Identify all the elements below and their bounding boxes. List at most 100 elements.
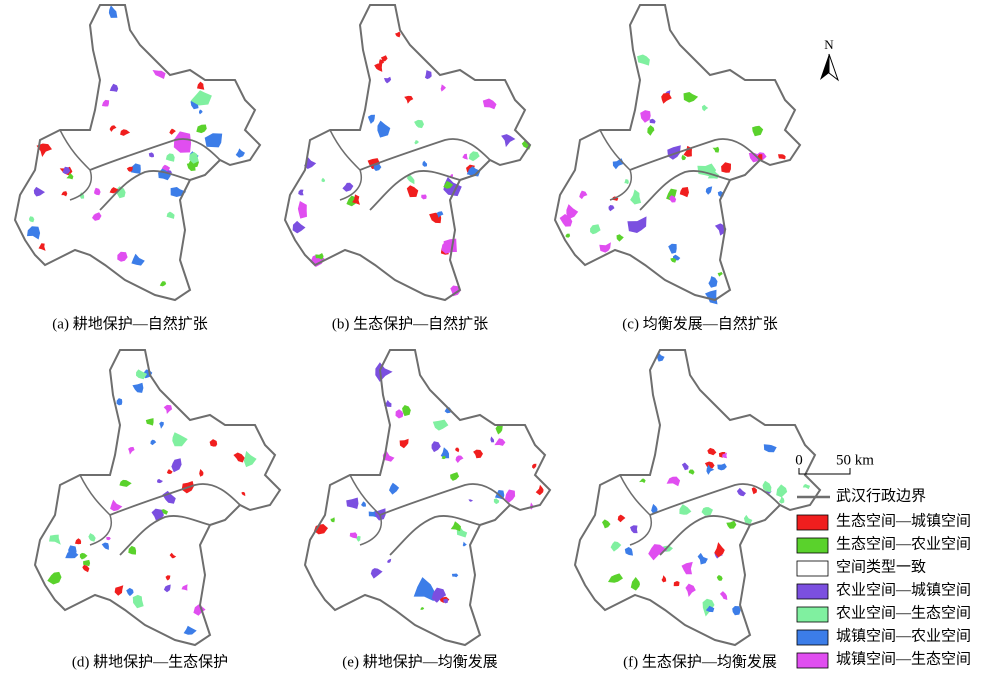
- change-patch: [630, 189, 642, 205]
- change-patch: [132, 594, 144, 609]
- panel-caption: (a) 耕地保护—自然扩张: [52, 314, 207, 332]
- change-patch: [101, 99, 110, 107]
- change-patch: [495, 424, 503, 435]
- change-patch: [565, 233, 571, 238]
- change-patch: [712, 146, 720, 153]
- legend-swatch: [796, 606, 829, 623]
- change-patch: [361, 501, 366, 507]
- change-patch: [637, 54, 650, 66]
- change-patch: [668, 243, 677, 254]
- inner-boundary: [659, 515, 751, 556]
- change-patch: [455, 447, 460, 453]
- change-patch: [165, 153, 175, 162]
- change-patch: [384, 76, 392, 84]
- scale-start: 0: [795, 452, 803, 468]
- change-patch: [88, 533, 96, 542]
- map-panel: [554, 4, 801, 305]
- change-patch: [451, 573, 459, 578]
- change-patch: [109, 83, 119, 92]
- change-patch: [610, 541, 622, 552]
- change-patch: [349, 532, 358, 539]
- change-patch: [422, 160, 428, 167]
- change-patch: [380, 55, 388, 62]
- north-label: N: [824, 37, 834, 52]
- inner-boundary: [389, 515, 481, 556]
- change-patch: [630, 577, 640, 591]
- change-patch: [82, 564, 90, 573]
- change-patch: [315, 253, 324, 260]
- change-patch: [616, 234, 624, 242]
- change-patch: [169, 552, 177, 559]
- change-patch: [375, 362, 393, 382]
- change-patch: [163, 584, 171, 593]
- change-patch: [776, 484, 788, 498]
- inner-boundary: [349, 474, 382, 546]
- change-patch: [126, 587, 134, 597]
- change-patch: [455, 455, 464, 463]
- map-panel: [34, 349, 281, 646]
- change-patch: [115, 186, 126, 199]
- change-patch: [74, 538, 82, 545]
- change-patch: [169, 128, 176, 135]
- change-patch: [128, 545, 137, 555]
- change-patch: [199, 109, 203, 115]
- change-patch: [61, 191, 68, 197]
- change-patch: [83, 559, 91, 567]
- change-patch: [666, 476, 681, 487]
- change-patch: [579, 190, 588, 200]
- change-patch: [440, 447, 450, 459]
- change-patch: [235, 148, 245, 158]
- change-patch: [116, 398, 123, 406]
- change-patch: [462, 541, 467, 547]
- change-patch: [436, 211, 444, 218]
- change-patch: [721, 162, 731, 173]
- change-patch: [681, 462, 689, 471]
- legend-swatch: [796, 652, 829, 669]
- panel-caption: (c) 均衡发展—自然扩张: [622, 315, 777, 332]
- legend-label: 农业空间—城镇空间: [836, 581, 971, 598]
- change-patch: [608, 205, 615, 212]
- change-patch: [27, 226, 41, 240]
- map-panel: [574, 349, 821, 646]
- change-patch: [172, 432, 188, 447]
- change-patch: [297, 201, 307, 219]
- change-patch: [778, 496, 785, 504]
- change-patch: [732, 606, 741, 616]
- change-patch: [62, 166, 71, 174]
- change-patch: [132, 382, 144, 393]
- change-patch: [462, 153, 468, 160]
- change-patch: [421, 194, 427, 200]
- change-patch: [736, 487, 746, 497]
- change-patch: [94, 187, 101, 196]
- inner-boundary: [329, 129, 362, 201]
- change-patch: [370, 568, 383, 579]
- inner-boundary: [379, 483, 511, 516]
- change-patch: [413, 577, 435, 602]
- change-patch: [493, 498, 500, 505]
- map-panel: [284, 4, 531, 301]
- change-patch: [505, 489, 516, 503]
- change-patch: [106, 536, 111, 541]
- change-patch: [763, 444, 777, 453]
- change-patch: [490, 436, 495, 443]
- change-patch: [624, 179, 629, 185]
- change-patch: [679, 504, 692, 515]
- change-patch: [450, 521, 461, 532]
- change-patch: [706, 464, 715, 475]
- change-patch: [367, 114, 375, 124]
- legend-label: 空间类型一致: [836, 558, 926, 575]
- change-patch: [431, 587, 447, 603]
- legend-label: 城镇空间—生态空间: [836, 650, 971, 667]
- change-patch: [29, 216, 35, 223]
- change-patch: [599, 242, 611, 253]
- change-patch: [47, 571, 62, 585]
- change-patch: [648, 544, 668, 561]
- change-patch: [342, 182, 354, 192]
- legend-label: 生态空间—城镇空间: [836, 512, 971, 529]
- change-patch: [131, 253, 145, 266]
- inner-boundary: [629, 138, 761, 171]
- change-patch: [196, 124, 207, 134]
- change-patch: [743, 514, 753, 526]
- change-patch: [404, 95, 414, 104]
